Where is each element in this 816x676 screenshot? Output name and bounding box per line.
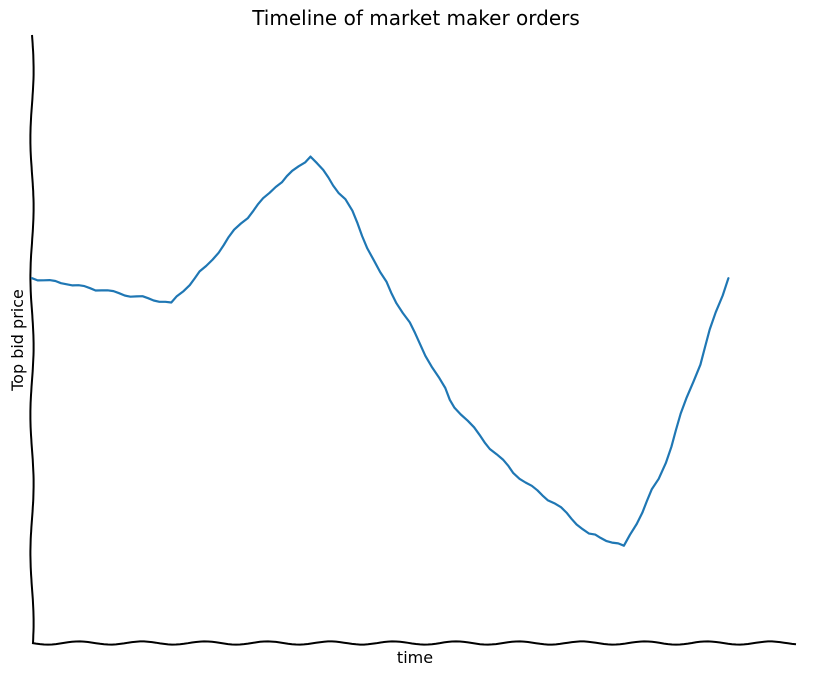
series-line-0 — [30, 155, 730, 547]
x-axis-line — [31, 640, 797, 646]
x-axis-label: time — [397, 648, 433, 667]
chart-title: Timeline of market maker orders — [251, 6, 580, 30]
y-axis-line — [29, 34, 35, 644]
y-axis-label: Top bid price — [8, 289, 27, 392]
series-layer — [30, 155, 730, 547]
